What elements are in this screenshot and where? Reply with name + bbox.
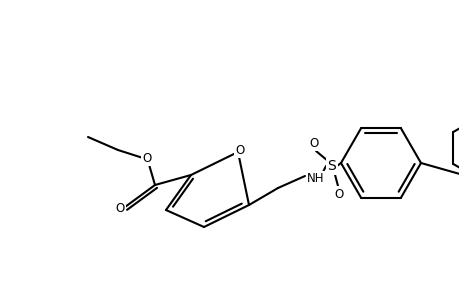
Text: S: S [327,159,336,173]
Text: O: O [115,202,124,214]
Text: O: O [235,143,244,157]
Text: O: O [334,188,343,200]
Text: O: O [309,136,318,149]
Text: NH: NH [306,172,324,185]
Text: O: O [142,152,151,164]
